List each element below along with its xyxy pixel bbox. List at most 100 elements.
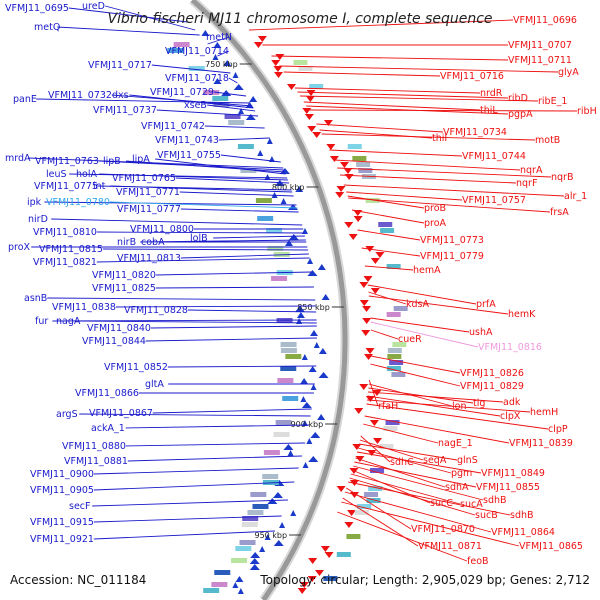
genome-stats-text: Topology: circular; Length: 2,905,029 bp…: [260, 573, 590, 587]
leader-line: [93, 530, 275, 540]
gene-block: [224, 114, 241, 119]
leader-line: [294, 87, 481, 94]
leader-line: [96, 257, 310, 263]
gene-block: [239, 540, 256, 545]
minus-strand-gene-mark: [370, 258, 380, 264]
gene-label-left: VFMJ11_0915: [30, 517, 94, 528]
leader-line: [152, 408, 312, 414]
gene-label-left: VFMJ11_0695: [5, 3, 69, 14]
leader-line: [340, 174, 517, 184]
gene-label-right: ribH: [577, 106, 597, 117]
minus-strand-gene-mark: [348, 234, 358, 240]
gene-block: [252, 504, 269, 509]
leader-line: [353, 465, 484, 501]
gene-label-left: panE: [13, 94, 37, 105]
gene-block: [364, 492, 379, 497]
gene-label-left: VFMJ11_0844: [82, 336, 146, 347]
gene-block: [285, 354, 302, 359]
leader-line: [341, 501, 520, 547]
gene-label-right: adk: [503, 397, 521, 408]
plus-strand-gene-mark: [238, 108, 245, 114]
gene-block: [354, 510, 369, 515]
gene-label-right: VFMJ11_0826: [460, 368, 524, 379]
plus-strand-gene-mark: [259, 546, 266, 552]
plus-strand-gene-mark: [290, 510, 297, 516]
leader-line: [300, 95, 539, 102]
gene-label-left: ackA_1: [91, 423, 125, 434]
leader-line: [346, 191, 463, 201]
gene-block: [366, 498, 381, 503]
gene-label-right: prfA: [476, 299, 496, 310]
leader-line: [180, 253, 309, 259]
gene-label-right: VFMJ11_0716: [440, 71, 504, 82]
gene-label-left: ipk: [27, 197, 42, 208]
leader-line: [125, 424, 309, 429]
gene-label-right: hemK: [508, 309, 536, 320]
minus-strand-gene-mark: [353, 216, 363, 222]
gene-block: [392, 342, 407, 347]
leader-line: [109, 201, 298, 209]
plus-strand-gene-mark: [313, 342, 320, 348]
minus-strand-gene-mark: [305, 96, 315, 102]
gene-label-right: nrdR: [480, 88, 503, 99]
plus-strand-gene-mark: [310, 432, 321, 438]
backbone-line: [190, 0, 348, 600]
gene-block: [356, 162, 371, 167]
gene-label-left: VFMJ11_0880: [62, 441, 126, 452]
gene-block: [255, 198, 272, 203]
leader-line: [344, 491, 492, 533]
plus-strand-gene-mark: [232, 72, 239, 78]
gene-label-right: VFMJ11_0744: [462, 151, 526, 162]
gene-block: [203, 90, 220, 95]
gene-label-right: ribE_1: [538, 96, 567, 107]
leader-line: [283, 71, 441, 77]
leader-line: [156, 109, 259, 117]
gene-block: [173, 42, 190, 47]
minus-strand-gene-mark: [339, 162, 349, 168]
leader-line: [337, 511, 468, 562]
minus-strand-gene-mark: [287, 84, 297, 90]
gene-block: [383, 426, 398, 431]
leader-line: [96, 231, 305, 234]
leader-line: [110, 185, 293, 193]
leader-line: [213, 91, 247, 97]
accession-text: Accession: NC_011184: [10, 573, 147, 587]
plus-strand-gene-mark: [301, 420, 308, 426]
leader-line: [218, 137, 270, 141]
plus-strand-gene-mark: [257, 150, 264, 156]
gene-label-right: seqA: [423, 455, 447, 466]
gene-block: [277, 378, 294, 383]
leader-line: [350, 473, 461, 505]
minus-strand-gene-mark: [274, 72, 284, 78]
gene-label-right: ushA: [469, 327, 493, 338]
gene-block: [167, 48, 184, 53]
gene-label-right: VFMJ11_0711: [508, 55, 572, 66]
gene-label-left: VFMJ11_0815: [39, 244, 103, 255]
gene-block: [370, 468, 385, 473]
gene-block: [203, 588, 220, 593]
minus-strand-gene-mark: [312, 132, 322, 138]
gene-block: [386, 366, 401, 371]
minus-strand-gene-mark: [326, 144, 336, 150]
gene-block: [365, 198, 380, 203]
leader-line: [367, 395, 501, 417]
gene-block: [188, 66, 205, 71]
leader-line: [47, 297, 316, 301]
gene-label-right: pgpA: [508, 109, 533, 120]
minus-strand-gene-mark: [365, 348, 375, 354]
leader-line: [125, 442, 306, 447]
gene-label-left: VFMJ11_0905: [30, 485, 94, 496]
gene-block: [262, 474, 279, 479]
gene-block: [378, 222, 393, 227]
gene-label-right: VFMJ11_0864: [491, 527, 555, 538]
gene-label-right: sdhA: [445, 482, 469, 493]
leader-line: [36, 98, 251, 104]
minus-strand-gene-mark: [347, 510, 357, 516]
leader-line: [93, 481, 295, 491]
minus-strand-gene-mark: [364, 354, 374, 360]
plus-strand-gene-mark: [201, 30, 210, 36]
gene-label-right: sdhB: [510, 510, 534, 521]
gene-label-right: rfaH: [378, 401, 398, 412]
plus-strand-gene-mark: [279, 522, 286, 528]
gene-label-left: VFMJ11_0921: [30, 534, 94, 545]
